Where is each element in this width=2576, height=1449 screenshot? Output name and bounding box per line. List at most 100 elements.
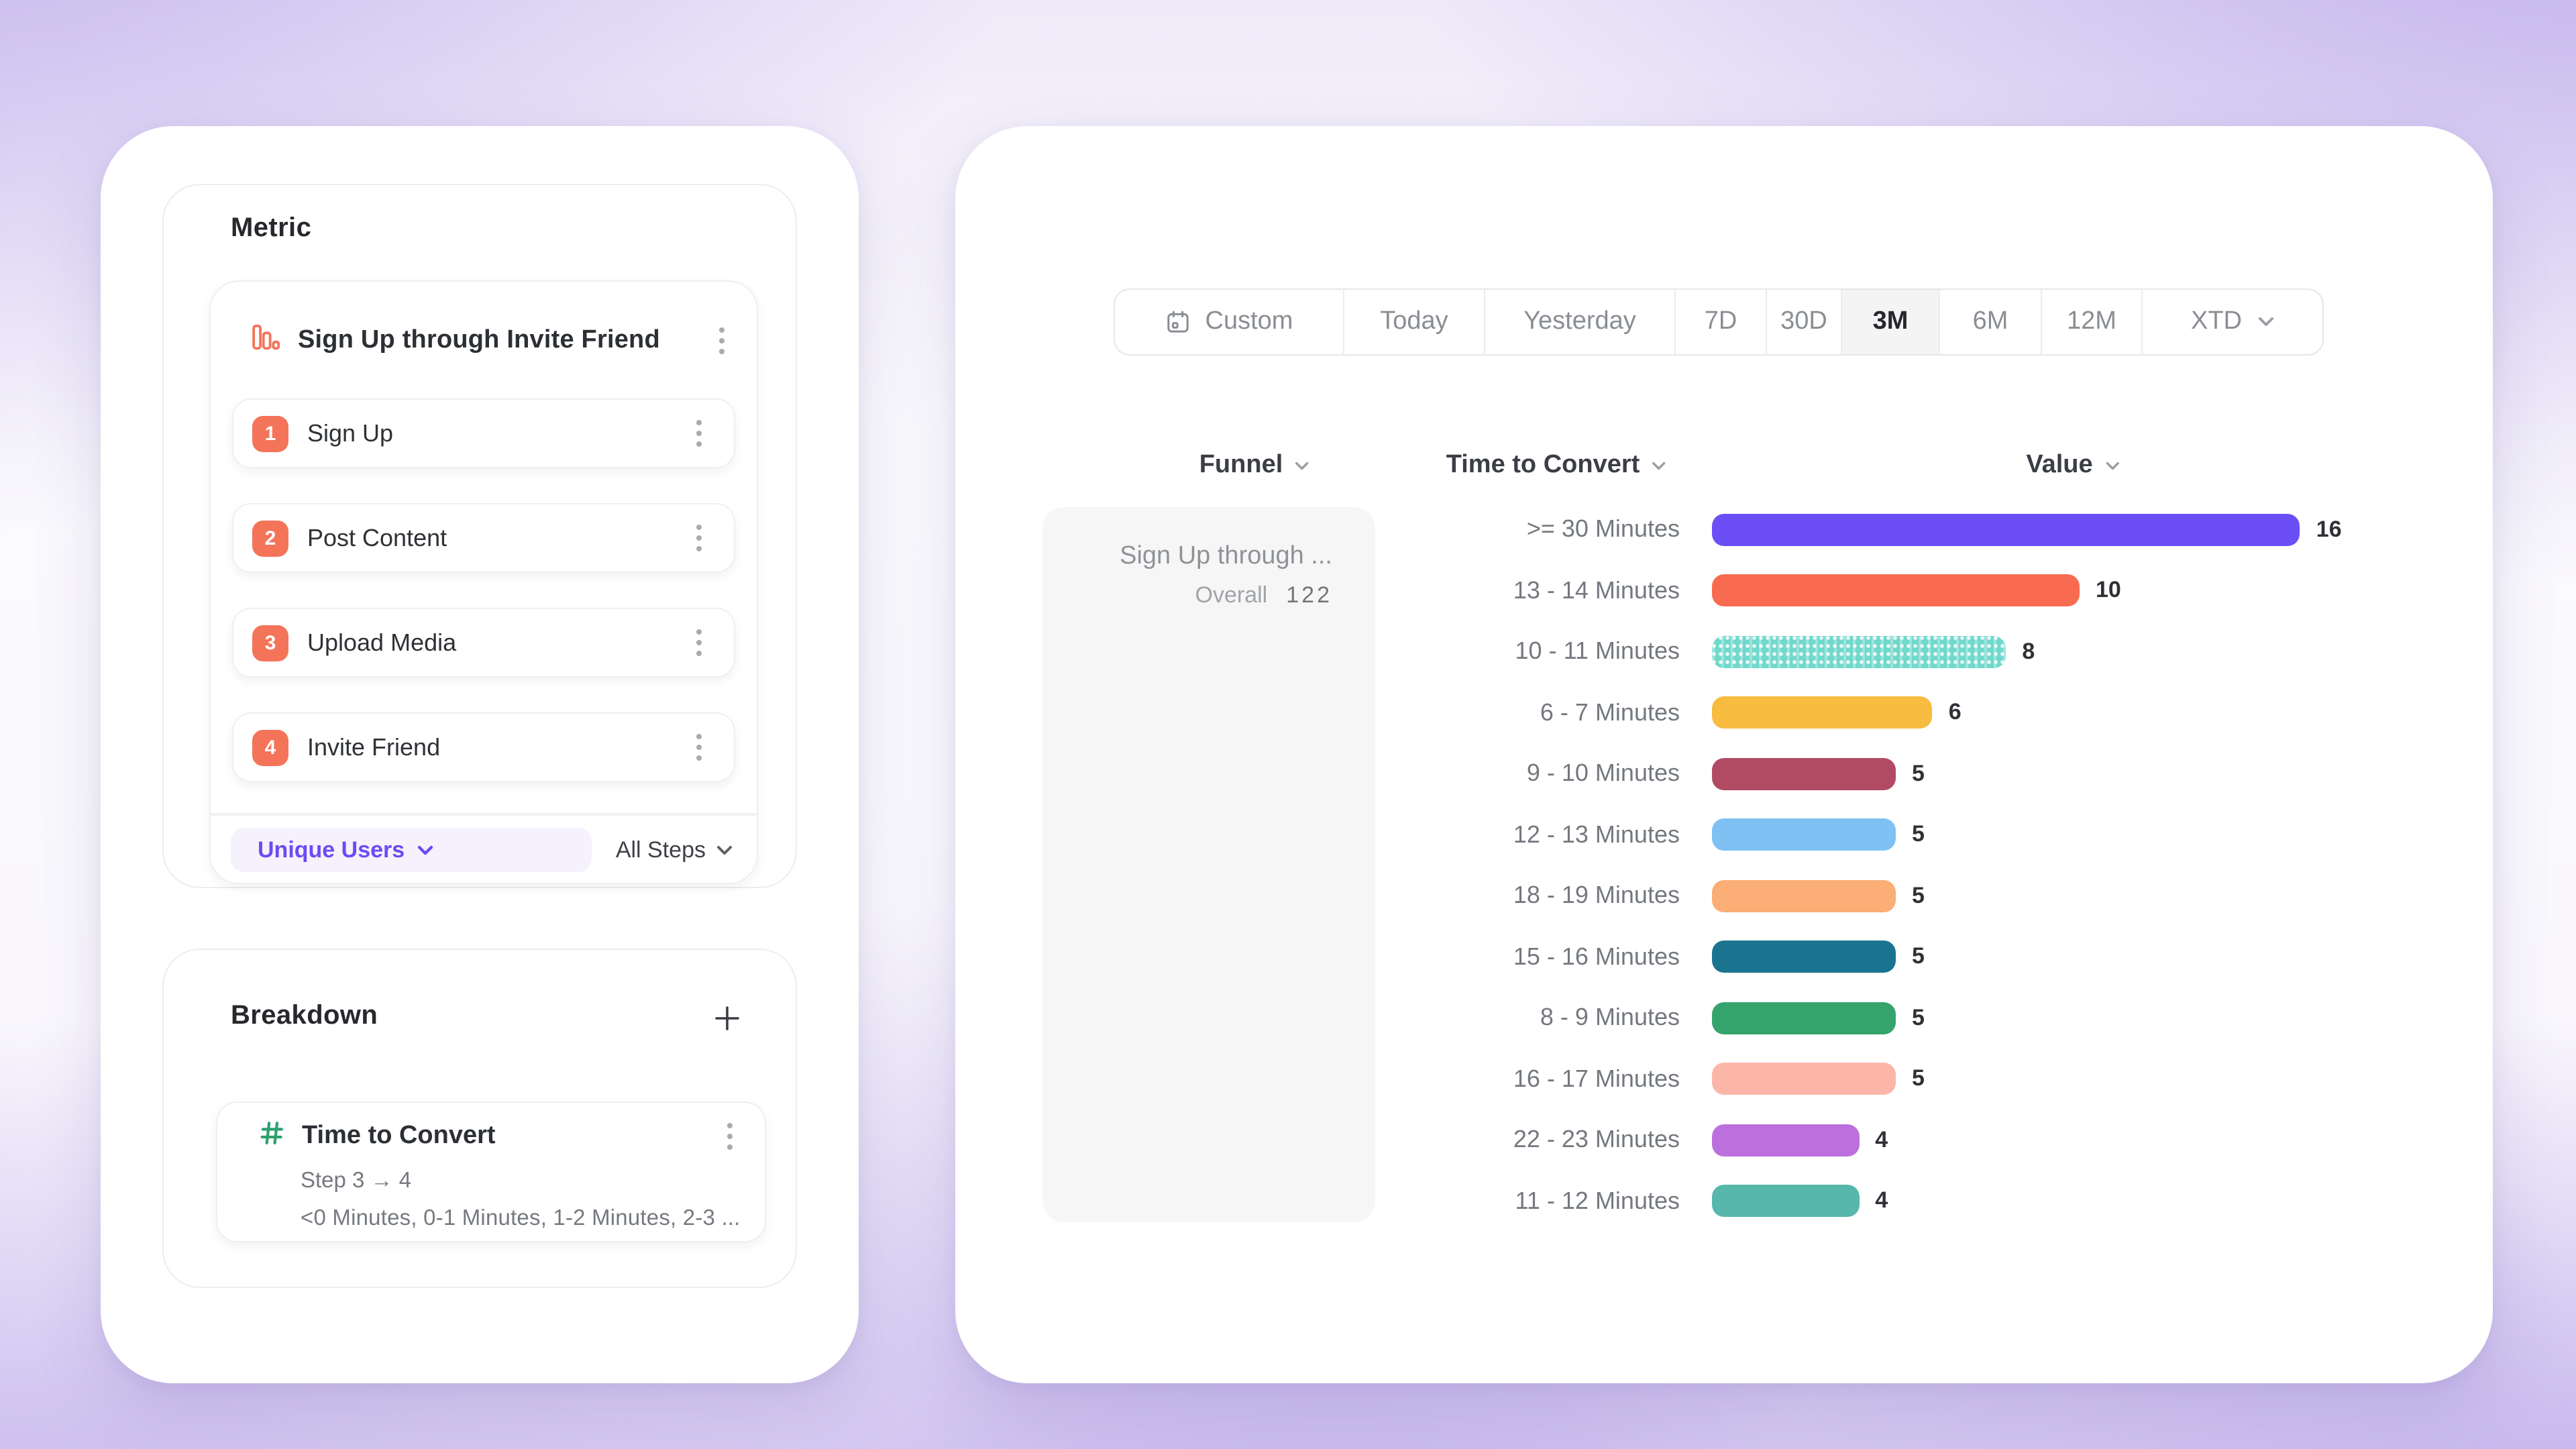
funnel-step-card[interactable]: 4 Invite Friend xyxy=(232,712,735,782)
chart-bar[interactable] xyxy=(1712,941,1896,973)
date-range-option-12m[interactable]: 12M xyxy=(2041,290,2141,354)
query-builder-panel: Metric Sign Up through Invite Friend 1 Si… xyxy=(101,126,859,1383)
breakdown-buckets-preview: <0 Minutes, 0-1 Minutes, 1-2 Minutes, 2-… xyxy=(301,1206,741,1230)
date-range-option-xtd[interactable]: XTD xyxy=(2141,290,2322,354)
chart-bar[interactable] xyxy=(1712,879,1896,912)
chart-row: 8 - 9 Minutes 5 xyxy=(1409,987,2455,1049)
chart-bar[interactable] xyxy=(1712,1124,1860,1157)
column-header-value-label: Value xyxy=(2026,451,2093,479)
date-range-option-3m[interactable]: 3M xyxy=(1841,290,1939,354)
chart-row-value: 5 xyxy=(1912,1065,1925,1091)
funnel-metric-header[interactable]: Sign Up through Invite Friend xyxy=(211,282,757,398)
chart-row-value: 8 xyxy=(2022,638,2035,664)
column-header-time-to-convert-label: Time to Convert xyxy=(1446,451,1640,479)
date-range-option-today[interactable]: Today xyxy=(1343,290,1484,354)
kebab-menu-icon[interactable] xyxy=(722,1118,738,1155)
chart-row: 6 - 7 Minutes 6 xyxy=(1409,682,2455,743)
measurement-dropdown[interactable]: Unique Users xyxy=(231,828,592,872)
kebab-menu-icon[interactable] xyxy=(691,519,707,557)
chevron-down-icon xyxy=(417,845,433,855)
chart-row: 12 - 13 Minutes 5 xyxy=(1409,804,2455,865)
calendar-icon xyxy=(1165,309,1192,335)
funnel-step-card[interactable]: 2 Post Content xyxy=(232,503,735,573)
metric-section: Metric Sign Up through Invite Friend 1 Si… xyxy=(162,184,797,888)
funnel-segment-cell[interactable]: Sign Up through ... Overall 122 xyxy=(1042,507,1375,1222)
chart-row: 22 - 23 Minutes 4 xyxy=(1409,1110,2455,1171)
kebab-menu-icon[interactable] xyxy=(691,415,707,452)
chart-bar[interactable] xyxy=(1712,1185,1860,1218)
chart-row-label: 15 - 16 Minutes xyxy=(1513,943,1680,970)
kebab-menu-icon[interactable] xyxy=(691,729,707,766)
date-range-option-custom[interactable]: Custom xyxy=(1115,290,1343,354)
funnel-segment-title: Sign Up through ... xyxy=(1120,542,1332,570)
kebab-menu-icon[interactable] xyxy=(691,624,707,661)
chart-bar[interactable] xyxy=(1712,574,2080,607)
chart-row-value: 5 xyxy=(1912,1004,1925,1030)
step-label: Post Content xyxy=(307,524,447,551)
chart-row-label: 11 - 12 Minutes xyxy=(1515,1187,1680,1214)
funnel-step-card[interactable]: 1 Sign Up xyxy=(232,398,735,468)
chart-bar[interactable] xyxy=(1712,757,1896,790)
funnel-overall-value: 122 xyxy=(1286,582,1332,608)
chart-row-value: 4 xyxy=(1875,1187,1888,1214)
funnel-overall-row: Overall 122 xyxy=(1067,582,1332,609)
chart-row-value: 6 xyxy=(1948,699,1962,725)
date-range-option-label: XTD xyxy=(2191,307,2242,335)
measurement-dropdown-label: Unique Users xyxy=(258,837,405,862)
step-number-badge: 2 xyxy=(252,520,288,556)
date-range-option-label: 6M xyxy=(1972,307,2008,335)
column-header-funnel-label: Funnel xyxy=(1199,451,1283,479)
step-number-badge: 1 xyxy=(252,415,288,451)
breakdown-property-header: Time to Convert xyxy=(217,1103,765,1170)
chart-row: 13 - 14 Minutes 10 xyxy=(1409,560,2455,621)
step-number-badge: 3 xyxy=(252,625,288,661)
chart-bar[interactable] xyxy=(1712,818,1896,851)
add-breakdown-button[interactable] xyxy=(710,1001,745,1036)
date-range-option-label: 30D xyxy=(1780,307,1827,335)
steps-filter-dropdown[interactable]: All Steps xyxy=(616,828,733,872)
date-range-option-6m[interactable]: 6M xyxy=(1939,290,2041,354)
footer-divider xyxy=(211,813,757,815)
chevron-down-icon xyxy=(716,845,733,855)
chevron-down-icon xyxy=(2105,461,2120,470)
chart-bar[interactable] xyxy=(1712,635,2006,668)
chart-row-label: 13 - 14 Minutes xyxy=(1513,576,1680,604)
breakdown-property-card[interactable]: Time to Convert Step 3 → 4 <0 Minutes, 0… xyxy=(216,1102,766,1242)
date-range-option-yesterday[interactable]: Yesterday xyxy=(1484,290,1674,354)
chart-row: 10 - 11 Minutes 8 xyxy=(1409,621,2455,682)
date-range-option-label: 7D xyxy=(1704,307,1737,335)
column-header-value[interactable]: Value xyxy=(2026,451,2119,480)
step-label: Sign Up xyxy=(307,419,394,446)
chart-row: 11 - 12 Minutes 4 xyxy=(1409,1171,2455,1232)
chart-bar[interactable] xyxy=(1712,513,2300,546)
funnel-overall-label: Overall xyxy=(1195,582,1268,608)
chart-row-value: 5 xyxy=(1912,760,1925,786)
kebab-menu-icon[interactable] xyxy=(714,321,730,359)
chart-row-value: 4 xyxy=(1875,1126,1888,1152)
step-label: Invite Friend xyxy=(307,733,441,760)
funnel-step-card[interactable]: 3 Upload Media xyxy=(232,608,735,678)
chevron-down-icon xyxy=(1295,461,1309,470)
chart-bar[interactable] xyxy=(1712,1063,1896,1095)
chart-bar[interactable] xyxy=(1712,696,1933,729)
breakdown-step-range: Step 3 → 4 xyxy=(301,1169,412,1193)
chart-row-value: 5 xyxy=(1912,943,1925,969)
chart-row-label: 8 - 9 Minutes xyxy=(1540,1004,1680,1031)
step-number-badge: 4 xyxy=(252,729,288,765)
chart-bar[interactable] xyxy=(1712,1002,1896,1034)
date-range-option-label: Yesterday xyxy=(1523,307,1636,335)
steps-filter-label: All Steps xyxy=(615,837,706,862)
chart-row: 18 - 19 Minutes 5 xyxy=(1409,865,2455,926)
chart-row-label: 10 - 11 Minutes xyxy=(1515,637,1680,665)
breakdown-property-title: Time to Convert xyxy=(302,1122,496,1150)
column-header-funnel[interactable]: Funnel xyxy=(1199,451,1310,480)
date-range-option-7d[interactable]: 7D xyxy=(1674,290,1766,354)
chart-row-value: 5 xyxy=(1912,882,1925,908)
chart-row: 9 - 10 Minutes 5 xyxy=(1409,743,2455,804)
chart-row: 15 - 16 Minutes 5 xyxy=(1409,926,2455,987)
chevron-down-icon xyxy=(2258,317,2274,327)
step-label: Upload Media xyxy=(307,629,457,655)
date-range-option-30d[interactable]: 30D xyxy=(1766,290,1841,354)
column-header-time-to-convert[interactable]: Time to Convert xyxy=(1446,451,1667,480)
